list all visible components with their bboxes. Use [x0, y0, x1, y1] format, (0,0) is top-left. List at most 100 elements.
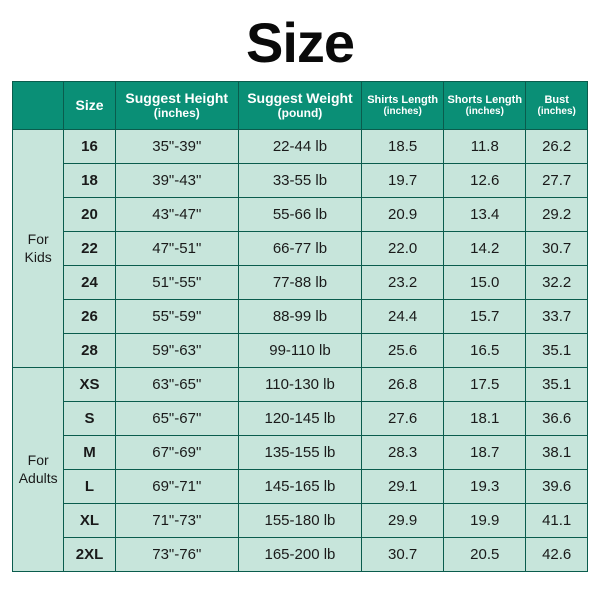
data-cell: 28.3 — [362, 436, 444, 470]
data-cell: 38.1 — [526, 436, 588, 470]
group-label: ForKids — [13, 130, 64, 368]
data-cell: 26.8 — [362, 368, 444, 402]
col-header-main: Suggest Weight — [239, 91, 361, 106]
col-header — [13, 82, 64, 130]
size-table-head: SizeSuggest Height(inches)Suggest Weight… — [13, 82, 588, 130]
size-cell: S — [64, 402, 115, 436]
data-cell: 24.4 — [362, 300, 444, 334]
data-cell: 59"-63" — [115, 334, 238, 368]
table-row: ForKids1635"-39"22-44 lb18.511.826.2 — [13, 130, 588, 164]
data-cell: 51"-55" — [115, 266, 238, 300]
table-row: XL71"-73"155-180 lb29.919.941.1 — [13, 504, 588, 538]
data-cell: 41.1 — [526, 504, 588, 538]
size-cell: M — [64, 436, 115, 470]
data-cell: 35.1 — [526, 334, 588, 368]
data-cell: 35"-39" — [115, 130, 238, 164]
size-table-body: ForKids1635"-39"22-44 lb18.511.826.21839… — [13, 130, 588, 572]
data-cell: 39.6 — [526, 470, 588, 504]
col-header-sub: (inches) — [526, 106, 587, 117]
size-cell: 16 — [64, 130, 115, 164]
data-cell: 23.2 — [362, 266, 444, 300]
data-cell: 16.5 — [444, 334, 526, 368]
col-header-sub: (inches) — [444, 106, 525, 117]
data-cell: 33.7 — [526, 300, 588, 334]
data-cell: 39"-43" — [115, 164, 238, 198]
data-cell: 55"-59" — [115, 300, 238, 334]
data-cell: 20.5 — [444, 538, 526, 572]
data-cell: 66-77 lb — [238, 232, 361, 266]
data-cell: 77-88 lb — [238, 266, 361, 300]
data-cell: 27.6 — [362, 402, 444, 436]
size-cell: 28 — [64, 334, 115, 368]
data-cell: 69"-71" — [115, 470, 238, 504]
data-cell: 18.1 — [444, 402, 526, 436]
table-row: 2247"-51"66-77 lb22.014.230.7 — [13, 232, 588, 266]
data-cell: 73"-76" — [115, 538, 238, 572]
data-cell: 32.2 — [526, 266, 588, 300]
page-title: Size — [246, 10, 354, 75]
col-header-main: Bust — [526, 94, 587, 106]
table-row: L69"-71"145-165 lb29.119.339.6 — [13, 470, 588, 504]
data-cell: 27.7 — [526, 164, 588, 198]
data-cell: 30.7 — [526, 232, 588, 266]
data-cell: 12.6 — [444, 164, 526, 198]
table-row: 2XL73"-76"165-200 lb30.720.542.6 — [13, 538, 588, 572]
data-cell: 135-155 lb — [238, 436, 361, 470]
table-row: 2043"-47"55-66 lb20.913.429.2 — [13, 198, 588, 232]
table-row: S65"-67"120-145 lb27.618.136.6 — [13, 402, 588, 436]
data-cell: 19.9 — [444, 504, 526, 538]
data-cell: 55-66 lb — [238, 198, 361, 232]
table-row: M67"-69"135-155 lb28.318.738.1 — [13, 436, 588, 470]
col-header-sub: (inches) — [116, 107, 238, 120]
data-cell: 18.7 — [444, 436, 526, 470]
table-row: 1839"-43"33-55 lb19.712.627.7 — [13, 164, 588, 198]
size-cell: 20 — [64, 198, 115, 232]
data-cell: 14.2 — [444, 232, 526, 266]
data-cell: 42.6 — [526, 538, 588, 572]
data-cell: 43"-47" — [115, 198, 238, 232]
size-table-header-row: SizeSuggest Height(inches)Suggest Weight… — [13, 82, 588, 130]
data-cell: 13.4 — [444, 198, 526, 232]
data-cell: 36.6 — [526, 402, 588, 436]
col-header: Size — [64, 82, 115, 130]
data-cell: 18.5 — [362, 130, 444, 164]
col-header-main: Suggest Height — [116, 91, 238, 106]
col-header-main: Shirts Length — [362, 94, 443, 106]
data-cell: 99-110 lb — [238, 334, 361, 368]
data-cell: 33-55 lb — [238, 164, 361, 198]
data-cell: 20.9 — [362, 198, 444, 232]
data-cell: 19.7 — [362, 164, 444, 198]
col-header: Shirts Length(inches) — [362, 82, 444, 130]
data-cell: 22-44 lb — [238, 130, 361, 164]
size-cell: L — [64, 470, 115, 504]
data-cell: 29.2 — [526, 198, 588, 232]
col-header: Shorts Length(inches) — [444, 82, 526, 130]
data-cell: 120-145 lb — [238, 402, 361, 436]
data-cell: 22.0 — [362, 232, 444, 266]
data-cell: 165-200 lb — [238, 538, 361, 572]
data-cell: 26.2 — [526, 130, 588, 164]
table-row: 2859"-63"99-110 lb25.616.535.1 — [13, 334, 588, 368]
size-cell: 26 — [64, 300, 115, 334]
col-header: Suggest Height(inches) — [115, 82, 238, 130]
col-header-main: Size — [64, 98, 114, 113]
table-row: ForAdultsXS63"-65"110-130 lb26.817.535.1 — [13, 368, 588, 402]
size-cell: 18 — [64, 164, 115, 198]
table-row: 2451"-55"77-88 lb23.215.032.2 — [13, 266, 588, 300]
data-cell: 145-165 lb — [238, 470, 361, 504]
size-table: SizeSuggest Height(inches)Suggest Weight… — [12, 81, 588, 572]
data-cell: 67"-69" — [115, 436, 238, 470]
data-cell: 29.1 — [362, 470, 444, 504]
data-cell: 15.7 — [444, 300, 526, 334]
data-cell: 88-99 lb — [238, 300, 361, 334]
col-header: Bust(inches) — [526, 82, 588, 130]
data-cell: 155-180 lb — [238, 504, 361, 538]
col-header-sub: (inches) — [362, 106, 443, 117]
group-label: ForAdults — [13, 368, 64, 572]
data-cell: 63"-65" — [115, 368, 238, 402]
data-cell: 65"-67" — [115, 402, 238, 436]
data-cell: 11.8 — [444, 130, 526, 164]
data-cell: 35.1 — [526, 368, 588, 402]
data-cell: 29.9 — [362, 504, 444, 538]
col-header-main: Shorts Length — [444, 94, 525, 106]
